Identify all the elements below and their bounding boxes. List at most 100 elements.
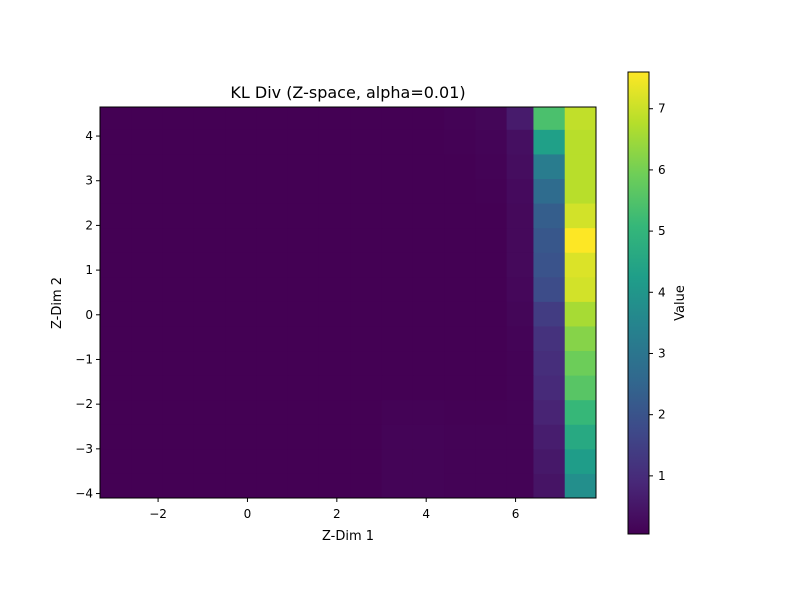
heatmap-cell (475, 178, 508, 204)
heatmap-cell (564, 252, 597, 278)
y-tick-label: 1 (85, 263, 93, 277)
heatmap-cell (475, 325, 508, 352)
heatmap-cell (412, 375, 445, 401)
heatmap-cell (444, 129, 476, 155)
heatmap-cell (564, 301, 597, 327)
colorbar (627, 71, 650, 535)
heatmap-cell (318, 424, 351, 450)
heatmap-cell (193, 448, 226, 474)
heatmap-cell (100, 252, 132, 278)
heatmap-cell (131, 424, 164, 450)
heatmap-cell (318, 375, 351, 401)
heatmap-cell (162, 178, 195, 204)
heatmap-cell (444, 424, 476, 450)
heatmap-cell (287, 424, 320, 450)
heatmap-cell (225, 325, 257, 352)
heatmap-cell (318, 301, 351, 327)
heatmap-cell (412, 325, 445, 352)
heatmap-cell (533, 448, 566, 474)
heatmap-cell (350, 399, 383, 425)
heatmap-cell (444, 375, 476, 401)
heatmap-cell (256, 399, 289, 425)
colorbar-tick-label: 4 (658, 285, 666, 299)
heatmap-cell (475, 301, 508, 327)
heatmap-cell (318, 203, 351, 229)
heatmap-cell (100, 424, 132, 450)
heatmap-cell (225, 227, 257, 253)
chart-title: KL Div (Z-space, alpha=0.01) (230, 83, 465, 102)
heatmap-cell (564, 203, 597, 229)
heatmap-cell (412, 276, 445, 302)
heatmap-cell (100, 448, 132, 474)
heatmap-cell (381, 325, 414, 352)
heatmap-cell (533, 178, 566, 204)
heatmap-cell (131, 473, 164, 499)
heatmap-cell (533, 399, 566, 425)
heatmap-cell (318, 227, 351, 253)
heatmap-cell (162, 107, 195, 130)
heatmap-cell (131, 399, 164, 425)
heatmap-cell (506, 350, 534, 376)
plot-frame (99, 106, 597, 499)
heatmap-cell (506, 252, 534, 278)
heatmap-cell (100, 129, 132, 155)
heatmap-cell (564, 325, 597, 352)
heatmap-cell (564, 350, 597, 376)
heatmap-cell (350, 473, 383, 499)
heatmap-cell (131, 178, 164, 204)
heatmap-cell (225, 252, 257, 278)
heatmap-cell (318, 107, 351, 130)
y-tick-label: −1 (75, 352, 93, 366)
colorbar-label: Value (673, 285, 688, 321)
heatmap-cell (131, 252, 164, 278)
heatmap-cell (287, 375, 320, 401)
heatmap-cell (318, 129, 351, 155)
heatmap-cell (412, 473, 445, 499)
heatmap-cell (100, 107, 132, 130)
heatmap-cell (506, 178, 534, 204)
heatmap-cell (381, 203, 414, 229)
heatmap-cell (287, 301, 320, 327)
colorbar-tick-label: 1 (658, 469, 666, 483)
heatmap-cell (256, 227, 289, 253)
y-tick-label: 0 (85, 308, 93, 322)
heatmap-cell (193, 473, 226, 499)
heatmap-cell (444, 448, 476, 474)
heatmap-cell (256, 107, 289, 130)
heatmap-cell (533, 473, 566, 499)
heatmap-cell (444, 153, 476, 179)
heatmap-cell (475, 227, 508, 253)
heatmap-cell (412, 424, 445, 450)
heatmap-cell (412, 252, 445, 278)
heatmap-cell (162, 424, 195, 450)
heatmap-cell (381, 399, 414, 425)
heatmap-cell (412, 153, 445, 179)
heatmap-cell (533, 203, 566, 229)
heatmap-cell (564, 178, 597, 204)
heatmap-cell (193, 375, 226, 401)
heatmap-cell (350, 276, 383, 302)
heatmap-cell (193, 325, 226, 352)
heatmap-cell (475, 399, 508, 425)
heatmap-cell (100, 399, 132, 425)
heatmap-cell (412, 203, 445, 229)
heatmap-cell (444, 325, 476, 352)
heatmap-cell (225, 424, 257, 450)
heatmap-cell (533, 424, 566, 450)
x-axis-ticks: −2 0 2 4 6 (149, 498, 519, 521)
heatmap-cell (287, 107, 320, 130)
heatmap-cell (225, 448, 257, 474)
heatmap-cell (225, 375, 257, 401)
y-tick-label: −2 (75, 397, 93, 411)
heatmap-cell (564, 473, 597, 499)
heatmap-cell (350, 252, 383, 278)
heatmap-cell (412, 178, 445, 204)
heatmap-cell (475, 203, 508, 229)
heatmap-cell (162, 276, 195, 302)
heatmap-cell (444, 399, 476, 425)
colorbar-ticks: 1 2 3 4 5 6 7 (649, 102, 666, 483)
heatmap-cell (318, 153, 351, 179)
heatmap-cell (100, 375, 132, 401)
heatmap-cell (412, 227, 445, 253)
heatmap-cell (287, 473, 320, 499)
